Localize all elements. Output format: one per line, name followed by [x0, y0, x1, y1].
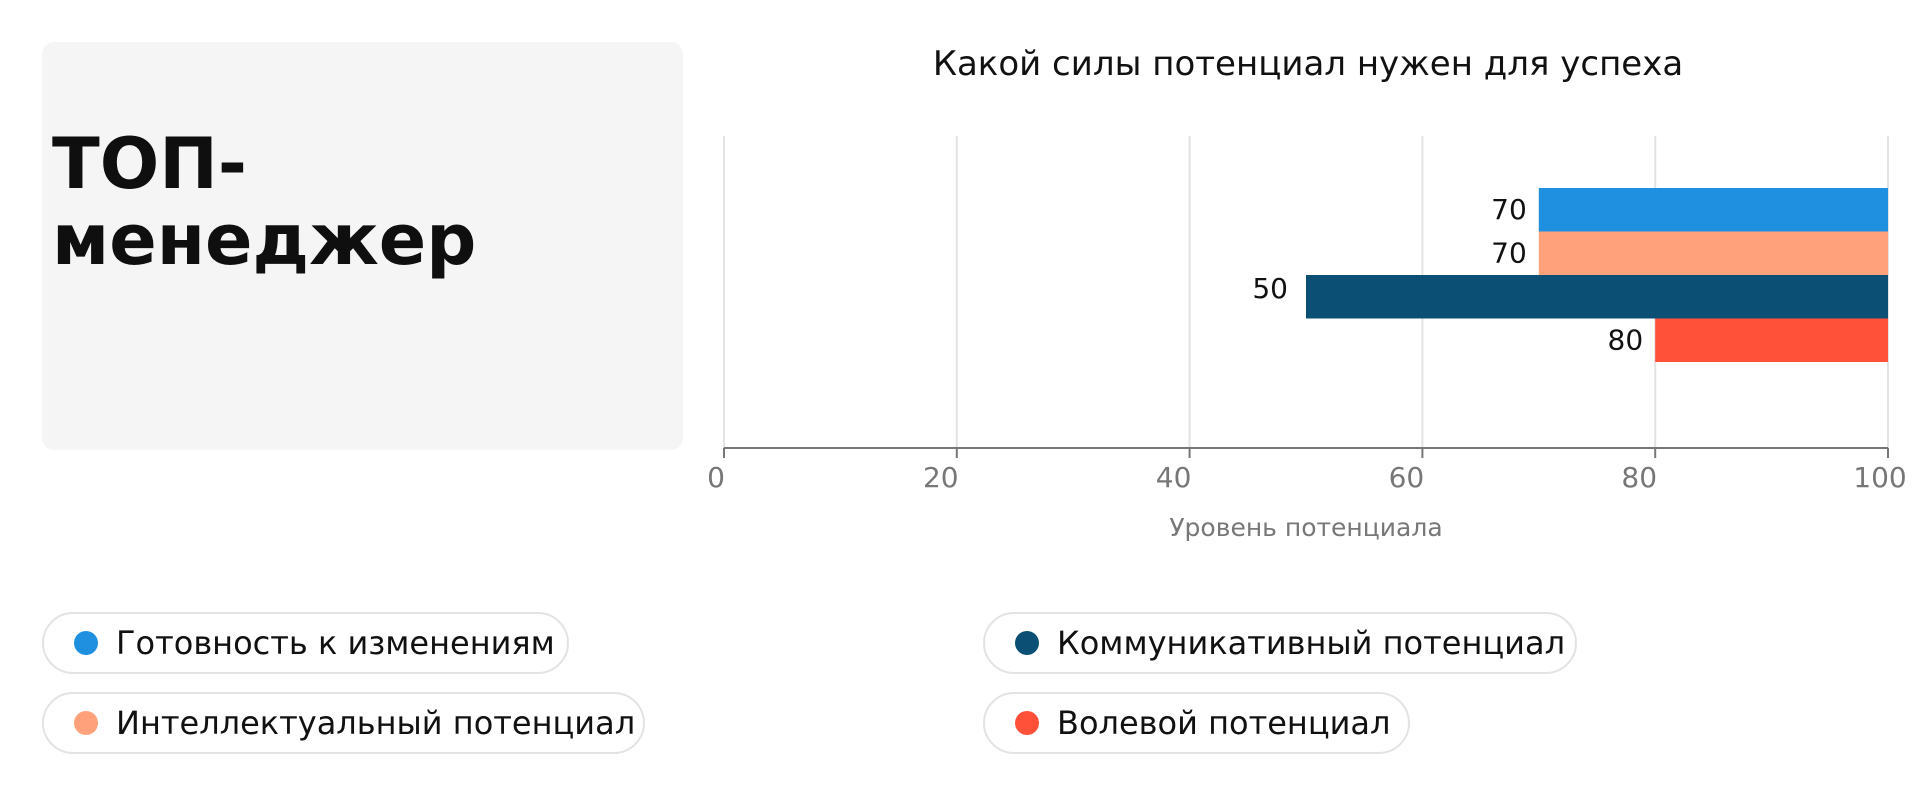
- legend-marker-intellectual-icon: [74, 711, 98, 735]
- legend-marker-communicative-icon: [1015, 631, 1039, 655]
- bar-value-label-1: 70: [1491, 193, 1527, 226]
- bar-value-label-2: 70: [1491, 237, 1527, 270]
- bar-value-label-3: 50: [1252, 272, 1288, 305]
- role-card: [42, 42, 683, 450]
- x-tick-label-80: 80: [1621, 461, 1657, 494]
- legend-label-readiness: Готовность к изменениям: [116, 624, 555, 662]
- bar-4: [1655, 318, 1888, 362]
- x-tick-label-60: 60: [1389, 461, 1425, 494]
- legend-item-communicative-potential: Коммуникативный потенциал: [983, 612, 1577, 674]
- chart-axis: 0 20 40 60 80 100: [707, 447, 1907, 494]
- legend-marker-volitional-icon: [1015, 711, 1039, 735]
- chart-bars: 70 70 50 80: [1252, 188, 1888, 362]
- legend-item-volitional-potential: Волевой потенциал: [983, 692, 1410, 754]
- legend-item-readiness-to-change: Готовность к изменениям: [42, 612, 569, 674]
- bar-3: [1306, 275, 1888, 319]
- bar-2: [1538, 231, 1888, 275]
- x-tick-label-40: 40: [1156, 461, 1192, 494]
- bar-value-label-4: 80: [1608, 324, 1644, 357]
- legend-label-volitional: Волевой потенциал: [1057, 704, 1391, 742]
- x-tick-label-20: 20: [923, 461, 959, 494]
- bar-1: [1538, 188, 1888, 232]
- x-tick-label-100: 100: [1853, 461, 1906, 494]
- role-title: ТОП-менеджер: [52, 123, 477, 281]
- legend-marker-readiness-icon: [74, 631, 98, 655]
- x-tick-label-0: 0: [707, 461, 725, 494]
- x-axis-title: Уровень потенциала: [1169, 513, 1442, 542]
- legend-label-intellectual: Интеллектуальный потенциал: [116, 704, 636, 742]
- legend-label-communicative: Коммуникативный потенциал: [1057, 624, 1566, 662]
- legend-item-intellectual-potential: Интеллектуальный потенциал: [42, 692, 645, 754]
- chart-title: Какой силы потенциал нужен для успеха: [933, 44, 1683, 84]
